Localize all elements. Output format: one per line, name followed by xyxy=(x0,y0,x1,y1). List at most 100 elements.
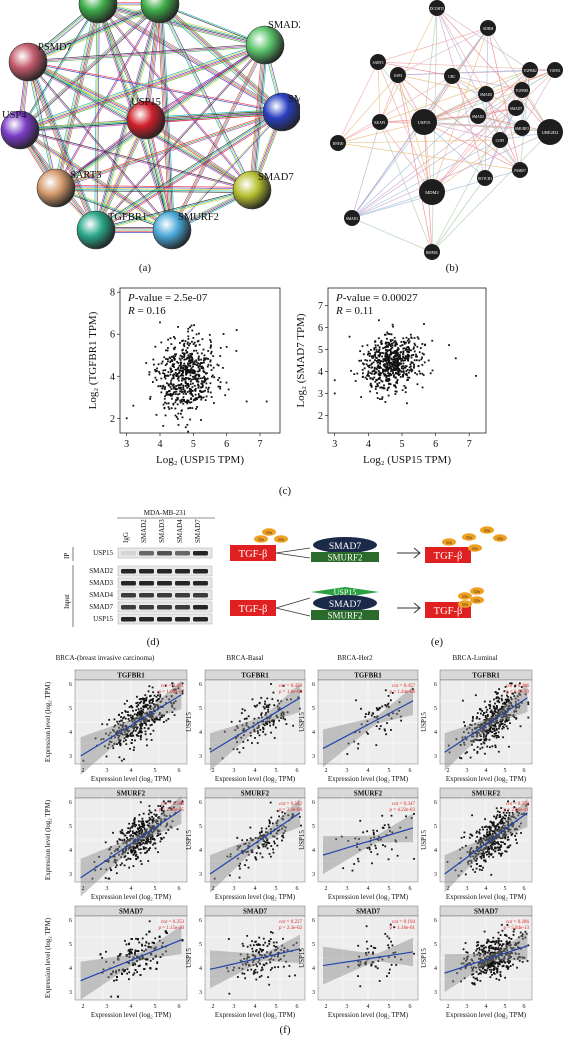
data-point xyxy=(493,840,496,843)
column-title: BRCA-Basal xyxy=(227,654,264,662)
data-point xyxy=(163,372,166,375)
data-point xyxy=(124,851,126,854)
data-point xyxy=(399,375,402,378)
data-point xyxy=(119,739,122,742)
data-point xyxy=(142,719,145,722)
data-point xyxy=(521,937,524,940)
data-point xyxy=(472,717,474,720)
data-point xyxy=(368,366,371,369)
data-point xyxy=(392,371,394,374)
gene-strip-label: SMAD7 xyxy=(356,908,381,916)
data-point xyxy=(292,724,295,727)
data-point xyxy=(414,344,417,347)
data-point xyxy=(370,945,373,948)
column-title: BRCA-(breast invasive carcinoma) xyxy=(56,654,155,662)
data-point xyxy=(175,368,178,371)
data-point xyxy=(495,736,498,739)
data-point xyxy=(374,380,377,383)
data-point xyxy=(509,696,512,699)
data-point xyxy=(203,380,206,383)
data-point xyxy=(198,396,201,399)
data-point xyxy=(383,374,386,377)
confidence-band xyxy=(323,937,413,985)
x-tick-label: 5 xyxy=(191,439,196,450)
data-point xyxy=(277,953,280,956)
data-point xyxy=(129,835,132,837)
data-point xyxy=(200,367,203,369)
data-point xyxy=(149,842,152,844)
data-point xyxy=(258,951,260,953)
data-point xyxy=(375,847,377,850)
data-point xyxy=(189,353,192,355)
data-point xyxy=(389,370,392,373)
data-point xyxy=(241,942,244,945)
data-point xyxy=(142,702,145,705)
data-point xyxy=(495,940,498,942)
data-point xyxy=(106,723,109,726)
data-point xyxy=(139,832,141,835)
network-edge xyxy=(351,191,433,219)
network-edge xyxy=(436,7,486,179)
data-point xyxy=(273,704,276,707)
data-point xyxy=(396,382,399,384)
data-point xyxy=(374,359,376,362)
data-point xyxy=(140,727,143,730)
network-edge xyxy=(351,75,453,219)
data-point xyxy=(181,682,184,685)
data-point xyxy=(374,354,376,357)
data-point xyxy=(243,957,246,960)
data-point xyxy=(190,361,193,364)
data-point xyxy=(429,372,432,375)
data-point xyxy=(412,366,415,369)
data-point xyxy=(169,367,172,370)
data-point xyxy=(515,710,518,713)
data-point xyxy=(244,864,246,866)
data-point xyxy=(478,962,481,965)
network-edge xyxy=(93,119,145,230)
data-point xyxy=(481,852,484,855)
data-point xyxy=(246,957,248,960)
data-point xyxy=(509,722,511,725)
data-point xyxy=(135,705,138,708)
data-point xyxy=(475,727,478,729)
data-point xyxy=(411,361,414,364)
data-point xyxy=(267,976,270,979)
data-point xyxy=(366,378,368,380)
data-point xyxy=(107,860,110,863)
data-point xyxy=(374,947,377,950)
data-point xyxy=(401,344,404,347)
data-point xyxy=(137,703,140,706)
data-point xyxy=(390,729,392,731)
data-point xyxy=(370,372,373,375)
data-point xyxy=(266,831,269,834)
y-tick-label: 3 xyxy=(199,754,202,760)
data-point xyxy=(507,714,510,716)
data-point xyxy=(156,369,158,372)
data-point xyxy=(399,715,402,718)
data-point xyxy=(513,695,516,698)
data-point xyxy=(407,357,410,360)
data-point xyxy=(470,724,473,726)
data-point xyxy=(193,384,196,387)
data-point xyxy=(242,852,244,855)
data-point xyxy=(374,355,377,358)
data-point xyxy=(480,743,483,745)
data-point xyxy=(185,358,188,361)
ubiquitin xyxy=(468,544,482,552)
blot-band xyxy=(139,605,154,610)
data-point xyxy=(130,716,132,719)
data-point xyxy=(401,353,404,356)
data-point xyxy=(151,699,154,702)
data-point xyxy=(417,365,420,367)
data-point xyxy=(498,811,501,814)
network-edge xyxy=(19,44,266,131)
data-point xyxy=(497,699,500,702)
data-point xyxy=(413,365,415,368)
data-point xyxy=(268,820,271,823)
data-point xyxy=(479,708,482,711)
data-point xyxy=(151,833,153,836)
data-point xyxy=(280,716,282,719)
node-smad2 xyxy=(245,25,285,65)
network-edge xyxy=(20,4,162,132)
data-point xyxy=(236,857,239,860)
